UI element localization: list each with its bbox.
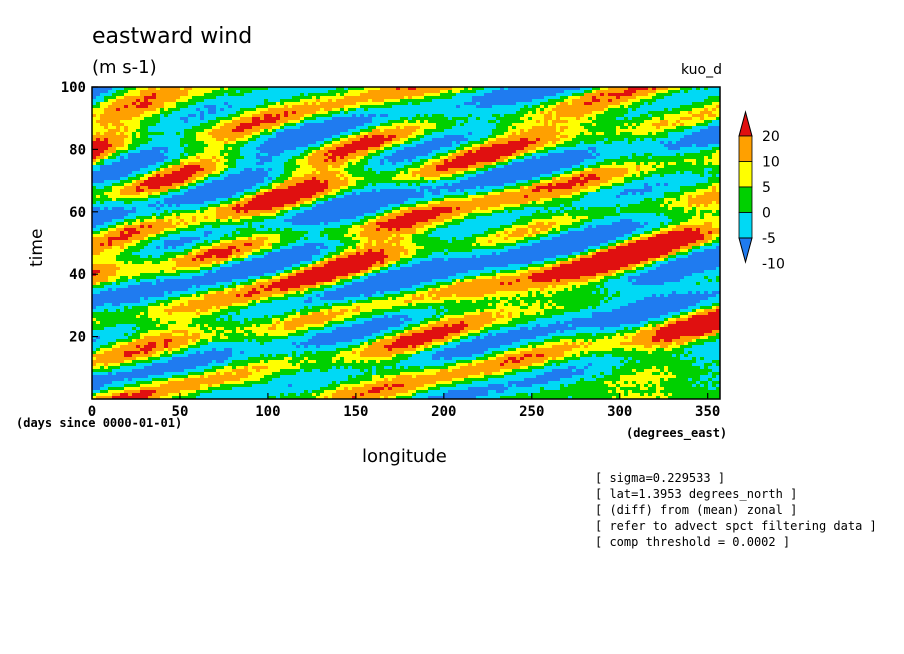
note-diff: [ (diff) from (mean) zonal ] bbox=[595, 503, 798, 517]
heatmap-cells bbox=[92, 87, 720, 399]
colorbar-segment bbox=[738, 161, 753, 188]
colorbar-min-arrow bbox=[738, 237, 753, 264]
plot-frame bbox=[91, 86, 721, 400]
run-name: kuo_d bbox=[680, 62, 722, 78]
note-sigma: [ sigma=0.229533 ] bbox=[595, 471, 726, 485]
x-tick-label: 200 bbox=[431, 404, 456, 420]
x-tick-label: 350 bbox=[695, 404, 720, 420]
x-axis-label: longitude bbox=[362, 446, 447, 467]
chart-units: (m s-1) bbox=[92, 57, 157, 78]
colorbar-level-label: 5 bbox=[762, 180, 771, 196]
heatmap-plot bbox=[92, 87, 720, 399]
colorbar-level-label: 10 bbox=[762, 155, 780, 171]
colorbar-level-label: 0 bbox=[762, 206, 771, 222]
colorbar-max-arrow bbox=[738, 110, 753, 137]
y-tick-label: 60 bbox=[69, 205, 86, 221]
colorbar-segment bbox=[738, 186, 753, 213]
y-tick-label: 100 bbox=[61, 80, 86, 96]
y-tick-label: 40 bbox=[69, 267, 86, 283]
chart-title: eastward wind bbox=[92, 24, 253, 49]
note-threshold: [ comp threshold = 0.0002 ] bbox=[595, 535, 791, 549]
x-tick-label: 50 bbox=[172, 404, 189, 420]
x-tick-label: 0 bbox=[88, 404, 96, 420]
y-tick-label: 80 bbox=[69, 142, 86, 158]
x-tick-label: 100 bbox=[255, 404, 280, 420]
note-filtering: [ refer to advect spct filtering data ] bbox=[595, 519, 877, 533]
colorbar-level-label: -5 bbox=[762, 231, 776, 247]
note-latitude: [ lat=1.3953 degrees_north ] bbox=[595, 487, 798, 501]
y-tick-label: 20 bbox=[69, 330, 86, 346]
x-tick-label: 150 bbox=[343, 404, 368, 420]
x-tick-label: 300 bbox=[607, 404, 632, 420]
y-axis-units: (days since 0000-01-01) bbox=[16, 416, 183, 430]
x-axis-units: (degrees_east) bbox=[626, 426, 728, 440]
colorbar: 20 10 5 0 -5 -10 bbox=[738, 110, 785, 273]
colorbar-level-label: -10 bbox=[762, 257, 785, 273]
colorbar-segment bbox=[738, 135, 753, 162]
colorbar-segment bbox=[738, 212, 753, 239]
x-tick-label: 250 bbox=[519, 404, 544, 420]
colorbar-level-label: 20 bbox=[762, 129, 780, 145]
